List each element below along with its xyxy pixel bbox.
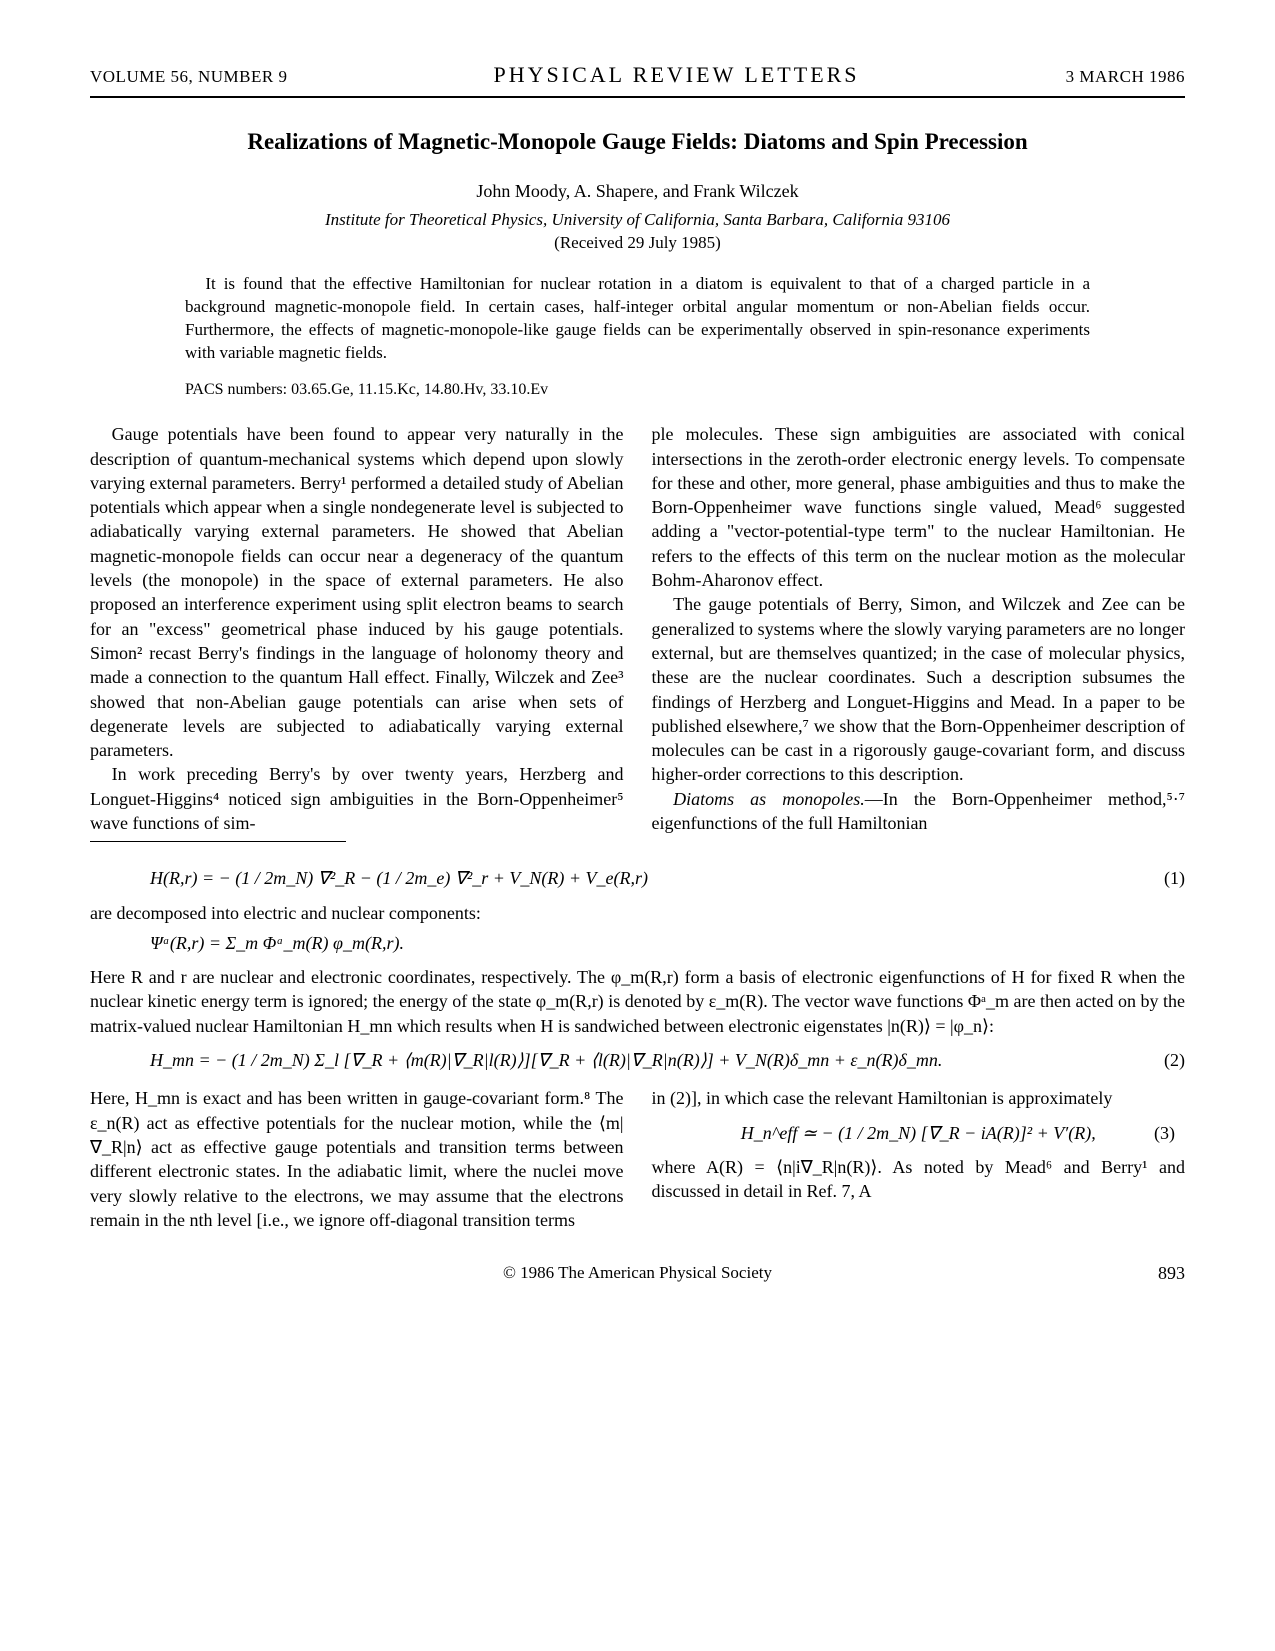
- header-date: 3 MARCH 1986: [1066, 66, 1185, 89]
- header-volume: VOLUME 56, NUMBER 9: [90, 66, 287, 89]
- eq3-number: (3): [1154, 1121, 1175, 1145]
- eq2-number: (2): [1164, 1048, 1185, 1072]
- header-journal: PHYSICAL REVIEW LETTERS: [494, 60, 860, 90]
- eq3-text: H_n^eff ≃ − (1 / 2m_N) [∇_R − iA(R)]² + …: [741, 1123, 1096, 1143]
- received-date: (Received 29 July 1985): [90, 232, 1185, 255]
- equation-2: H_mn = − (1 / 2m_N) Σ_l [∇_R + ⟨m(R)|∇_R…: [150, 1048, 1185, 1072]
- lower-right-intro: in (2)], in which case the relevant Hami…: [652, 1086, 1186, 1110]
- lower-left: Here, H_mn is exact and has been written…: [90, 1086, 624, 1232]
- col2-para3: Diatoms as monopoles.—In the Born-Oppenh…: [652, 787, 1186, 836]
- page-number: 893: [1158, 1261, 1185, 1285]
- eq2-text: H_mn = − (1 / 2m_N) Σ_l [∇_R + ⟨m(R)|∇_R…: [150, 1050, 942, 1070]
- equation-1: H(R,r) = − (1 / 2m_N) ∇²_R − (1 / 2m_e) …: [150, 866, 1185, 890]
- section-heading: Diatoms as monopoles.: [673, 789, 865, 809]
- col1-para2: In work preceding Berry's by over twenty…: [90, 762, 624, 835]
- equation-3: H_n^eff ≃ − (1 / 2m_N) [∇_R − iA(R)]² + …: [652, 1121, 1186, 1145]
- equation-psi: Ψᵃ(R,r) = Σ_m Φᵃ_m(R) φ_m(R,r).: [150, 931, 1185, 955]
- col2-para2: The gauge potentials of Berry, Simon, an…: [652, 592, 1186, 786]
- eq1-number: (1): [1164, 866, 1185, 890]
- authors: John Moody, A. Shapere, and Frank Wilcze…: [90, 179, 1185, 203]
- copyright: © 1986 The American Physical Society: [503, 1263, 772, 1282]
- abstract-text: It is found that the effective Hamiltoni…: [185, 274, 1090, 362]
- lower-right-tail: where A(R) = ⟨n|i∇_R|n(R)⟩. As noted by …: [652, 1155, 1186, 1204]
- running-header: VOLUME 56, NUMBER 9 PHYSICAL REVIEW LETT…: [90, 60, 1185, 90]
- col2-para1: ple molecules. These sign ambiguities ar…: [652, 422, 1186, 592]
- eq1-text: H(R,r) = − (1 / 2m_N) ∇²_R − (1 / 2m_e) …: [150, 868, 648, 888]
- pacs-numbers: PACS numbers: 03.65.Ge, 11.15.Kc, 14.80.…: [185, 379, 1090, 401]
- body-columns: Gauge potentials have been found to appe…: [90, 422, 1185, 852]
- full-para: Here R and r are nuclear and electronic …: [90, 965, 1185, 1038]
- header-rule: [90, 96, 1185, 98]
- abstract: It is found that the effective Hamiltoni…: [185, 273, 1090, 365]
- article-title: Realizations of Magnetic-Monopole Gauge …: [90, 126, 1185, 157]
- affiliation: Institute for Theoretical Physics, Unive…: [90, 209, 1185, 232]
- lower-columns: Here, H_mn is exact and has been written…: [90, 1086, 1185, 1232]
- decomp-line: are decomposed into electric and nuclear…: [90, 901, 1185, 925]
- col1-para1: Gauge potentials have been found to appe…: [90, 422, 624, 762]
- col1-end-rule: [90, 841, 346, 842]
- eq-psi-text: Ψᵃ(R,r) = Σ_m Φᵃ_m(R) φ_m(R,r).: [150, 933, 404, 953]
- footer: © 1986 The American Physical Society 893: [90, 1262, 1185, 1285]
